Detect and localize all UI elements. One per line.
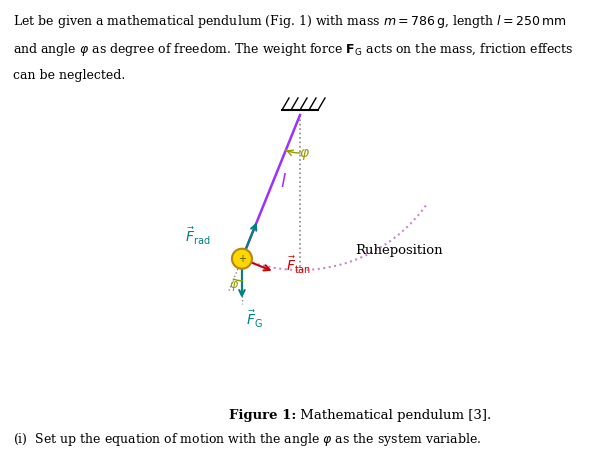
- Text: $\varphi$: $\varphi$: [229, 279, 239, 293]
- Text: Ruheposition: Ruheposition: [355, 244, 442, 257]
- Text: Let be given a mathematical pendulum (Fig. 1) with mass $m = 786\,\mathrm{g}$, l: Let be given a mathematical pendulum (Fi…: [13, 13, 567, 30]
- Text: (i)  Set up the equation of motion with the angle $\varphi$ as the system variab: (i) Set up the equation of motion with t…: [13, 431, 482, 448]
- Text: $\varphi$: $\varphi$: [299, 147, 310, 162]
- Circle shape: [232, 249, 252, 269]
- Text: $l$: $l$: [279, 173, 286, 191]
- Text: can be neglected.: can be neglected.: [13, 69, 125, 82]
- Text: Mathematical pendulum [3].: Mathematical pendulum [3].: [296, 408, 492, 422]
- Text: and angle $\varphi$ as degree of freedom. The weight force $\mathbf{F}_\mathrm{G: and angle $\varphi$ as degree of freedom…: [13, 41, 573, 58]
- Text: $\vec{F}_\mathrm{rad}$: $\vec{F}_\mathrm{rad}$: [184, 226, 210, 247]
- Text: +: +: [238, 254, 246, 264]
- Text: Figure 1:: Figure 1:: [229, 408, 296, 422]
- Text: $\vec{F}_\mathrm{G}$: $\vec{F}_\mathrm{G}$: [246, 309, 263, 330]
- Text: $\vec{F}_\mathrm{tan}$: $\vec{F}_\mathrm{tan}$: [286, 255, 312, 276]
